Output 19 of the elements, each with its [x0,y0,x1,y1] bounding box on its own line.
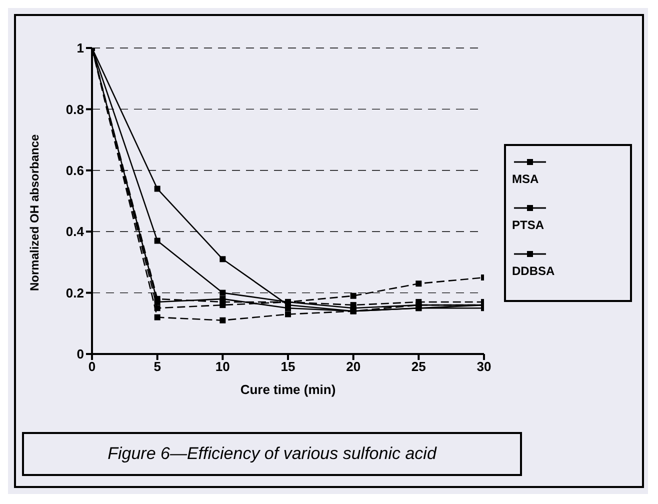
y-tick-label: 0.8 [66,102,84,117]
y-axis-title: Normalized OH absorbance [27,134,42,291]
caption: Figure 6—Efficiency of various sulfonic acid [22,432,522,476]
legend-label: PTSA [512,218,546,232]
x-tick-label: 15 [280,359,296,374]
x-tick-label: 10 [215,359,230,374]
y-tick-label: 0.6 [66,163,84,178]
legend-label: DDBSA [512,264,556,278]
x-tick-label: 0 [88,359,96,374]
y-tick-label: 0 [76,346,84,362]
x-axis-title: Cure time (min) [240,382,336,397]
legend-label: MSA [512,172,540,186]
x-tick-label: 20 [346,359,361,374]
y-tick-label: 0.4 [66,224,85,240]
x-tick-label: 5 [154,359,161,374]
y-tick-label: 0.2 [66,285,84,300]
y-tick-label: 1 [76,40,84,56]
x-tick-label: 30 [476,359,492,374]
x-tick-label: 25 [411,359,426,374]
